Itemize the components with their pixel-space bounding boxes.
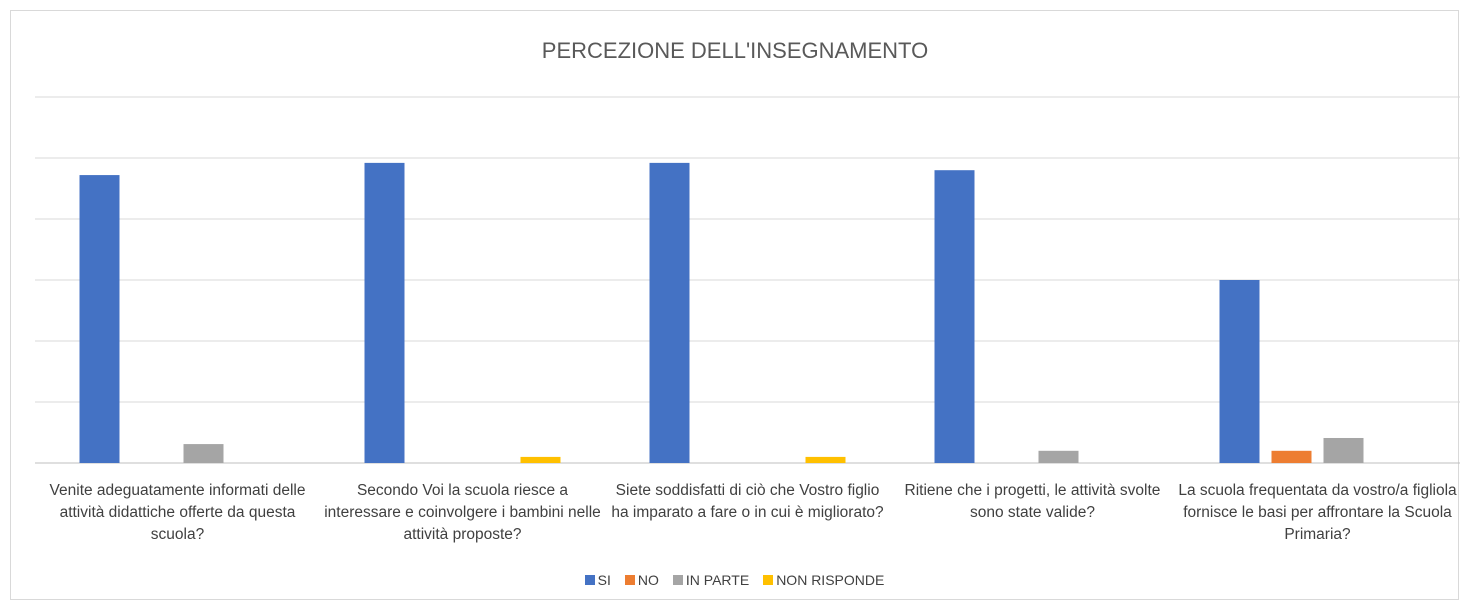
bar xyxy=(934,170,975,463)
bar xyxy=(1038,450,1079,463)
bar xyxy=(1271,450,1312,463)
bar xyxy=(79,175,120,463)
legend-label: NO xyxy=(637,572,659,588)
legend-label: SI xyxy=(597,572,611,588)
legend-label: IN PARTE xyxy=(685,572,750,588)
bar xyxy=(805,456,846,463)
bar xyxy=(183,444,224,463)
legend-item: SI xyxy=(584,572,611,588)
x-tick-label: Secondo Voi la scuola riesce a interessa… xyxy=(324,482,601,543)
x-tick-label: Siete soddisfatti di ciò che Vostro figl… xyxy=(611,482,884,521)
x-tick-label: La scuola frequentata da vostro/a figlio… xyxy=(1178,482,1457,543)
legend: SI NO IN PARTE NON RISPONDE xyxy=(0,572,1469,588)
legend-item: IN PARTE xyxy=(672,572,750,588)
x-tick-label: Venite adeguatamente informati delle att… xyxy=(49,482,306,543)
legend-item: NON RISPONDE xyxy=(763,572,884,588)
frame xyxy=(10,10,1459,600)
legend-swatch xyxy=(672,575,683,585)
legend-swatch xyxy=(763,575,774,585)
bar xyxy=(1219,280,1260,463)
legend-label: NON RISPONDE xyxy=(776,572,885,588)
bar xyxy=(364,162,405,463)
legend-swatch xyxy=(624,575,635,585)
legend-item: NO xyxy=(624,572,659,588)
legend-swatch xyxy=(584,575,595,585)
bar xyxy=(1323,437,1364,463)
x-tick-label: Ritiene che i progetti, le attività svol… xyxy=(904,482,1161,521)
chart-title: PERCEZIONE DELL'INSEGNAMENTO xyxy=(542,38,928,63)
bar xyxy=(520,456,561,463)
bar xyxy=(649,162,690,463)
